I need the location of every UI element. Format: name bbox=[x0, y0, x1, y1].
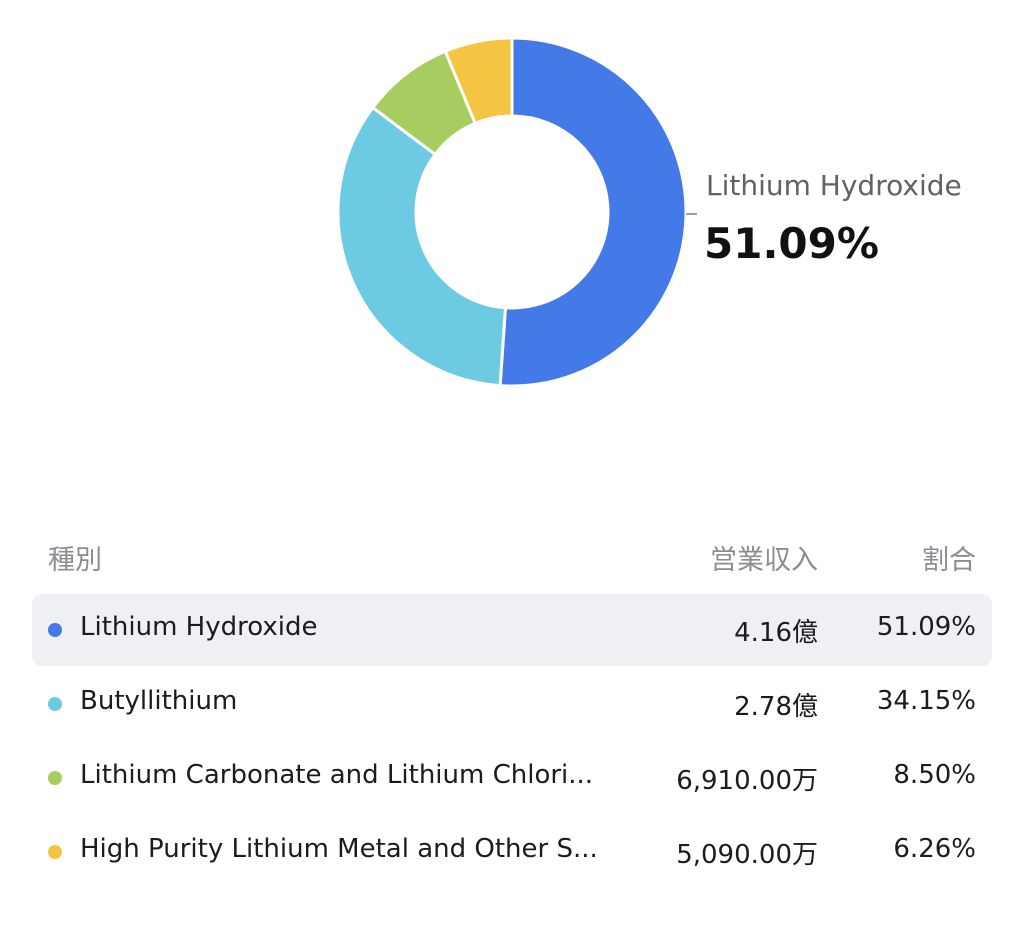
legend-dot bbox=[48, 845, 62, 859]
row-revenue: 4.16億 bbox=[734, 618, 818, 648]
header-ratio: 割合 bbox=[922, 545, 976, 576]
table-row-high-purity-lithium-metal[interactable]: High Purity Lithium Metal and Other S...… bbox=[32, 816, 992, 888]
row-revenue: 5,090.00万 bbox=[676, 840, 818, 870]
row-revenue: 2.78億 bbox=[734, 692, 818, 722]
row-ratio: 6.26% bbox=[893, 834, 976, 864]
row-revenue: 6,910.00万 bbox=[676, 766, 818, 796]
header-type: 種別 bbox=[48, 545, 102, 576]
legend-dot bbox=[48, 771, 62, 785]
row-name: High Purity Lithium Metal and Other S... bbox=[80, 834, 598, 864]
slice-butyllithium[interactable] bbox=[336, 105, 508, 388]
table-row-lithium-carbonate[interactable]: Lithium Carbonate and Lithium Chlori... … bbox=[32, 742, 992, 814]
row-name: Lithium Hydroxide bbox=[80, 612, 318, 642]
row-ratio: 51.09% bbox=[876, 612, 976, 642]
table-row-butyllithium[interactable]: Butyllithium 2.78億 34.15% bbox=[32, 668, 992, 740]
legend-dot bbox=[48, 697, 62, 711]
row-ratio: 8.50% bbox=[893, 760, 976, 790]
row-name: Butyllithium bbox=[80, 686, 238, 716]
legend-dot bbox=[48, 623, 62, 637]
callout-value: 51.09% bbox=[704, 219, 879, 268]
header-revenue: 営業収入 bbox=[710, 545, 818, 576]
row-ratio: 34.15% bbox=[876, 686, 976, 716]
table-row-lithium-hydroxide[interactable]: Lithium Hydroxide 4.16億 51.09% bbox=[32, 594, 992, 666]
slice-lithium-hydroxide[interactable] bbox=[498, 36, 688, 388]
table-header: 種別 営業収入 割合 bbox=[32, 522, 992, 594]
donut-slices bbox=[336, 36, 688, 388]
slice-high-purity-lithium-metal[interactable] bbox=[443, 36, 514, 126]
donut-chart: Lithium Hydroxide 51.09% bbox=[336, 36, 962, 388]
callout-label: Lithium Hydroxide bbox=[706, 169, 962, 202]
breakdown-table: 種別 営業収入 割合 Lithium Hydroxide 4.16億 51.09… bbox=[32, 522, 992, 890]
row-name: Lithium Carbonate and Lithium Chlori... bbox=[80, 760, 594, 790]
